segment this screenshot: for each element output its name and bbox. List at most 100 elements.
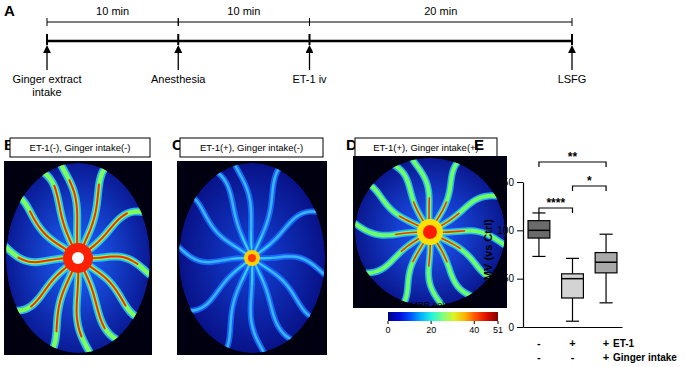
median (595, 261, 617, 263)
interval-end (572, 18, 573, 26)
timeline-tick (309, 34, 311, 45)
y-tick-label: 100 (497, 225, 514, 236)
color-tick-label: 51 (493, 325, 503, 335)
y-tick: 50 (503, 273, 523, 284)
optic-disc (417, 219, 443, 245)
interval-line (47, 22, 178, 23)
interval-line (310, 22, 573, 23)
flow-map-panel: DET-1(+), Ginger intake(+) (346, 136, 511, 312)
y-tick: 100 (497, 225, 523, 236)
y-tick-label: 50 (503, 273, 515, 284)
significance-label: **** (546, 196, 565, 210)
caption-box (180, 138, 323, 157)
y-tick-label: 150 (497, 177, 514, 188)
y-tick-mark (517, 327, 523, 328)
color-tick (498, 321, 499, 324)
x-axis (524, 327, 623, 328)
interval-label: 10 min (227, 5, 260, 17)
factor-level: - (571, 351, 575, 363)
caption: ET-1(+), Ginger intake(+) (373, 142, 479, 153)
vessel (252, 258, 317, 319)
whisker (605, 273, 606, 303)
box (528, 221, 550, 238)
interval-end (47, 18, 48, 26)
y-tick-label: 0 (508, 322, 514, 333)
vessel (77, 258, 95, 361)
significance-label: * (587, 174, 592, 188)
color-tick-label: 20 (426, 325, 436, 335)
caption: ET-1(-), Ginger intake(-) (30, 142, 131, 153)
whisker-cap (600, 302, 613, 303)
vessel (251, 258, 269, 361)
panel-letter: E (474, 136, 484, 153)
y-axis: 0 50 100 150 (497, 177, 523, 333)
caption: ET-1(+), Ginger intake(-) (200, 142, 303, 153)
box (562, 274, 584, 298)
interval-line (178, 22, 309, 23)
y-tick-mark (517, 279, 523, 280)
whisker-cap (600, 234, 613, 235)
event-arrow (571, 49, 572, 70)
factor-level: + (569, 337, 575, 349)
interval-end (178, 18, 179, 26)
box-plot-panel: E050100150%MV (vs Ctrl)*******-++ET-1--+… (474, 136, 677, 363)
vessel (252, 258, 317, 319)
vessel (251, 258, 269, 361)
event-label: intake (32, 86, 61, 98)
interval-end (309, 18, 310, 26)
timeline-tick (46, 34, 48, 45)
event-label: ET-1 iv (292, 73, 327, 85)
event-arrow (309, 49, 310, 70)
vessel (188, 194, 252, 258)
vessel (211, 168, 252, 258)
event-label: Anesthesia (151, 73, 206, 85)
factor-level: + (603, 351, 609, 363)
whisker (538, 238, 539, 256)
median (528, 230, 550, 232)
flow-map (348, 153, 511, 312)
vessel (211, 168, 252, 258)
whisker (605, 234, 606, 252)
x-axis-line (524, 327, 623, 328)
figure: AGinger extractintakeAnesthesiaET-1 ivLS… (0, 0, 685, 367)
vessel (252, 258, 299, 343)
median (562, 278, 584, 280)
optic-disc-center (72, 252, 84, 264)
y-tick: 0 (508, 322, 523, 333)
whisker-cap (566, 321, 579, 322)
caption-box (10, 138, 150, 157)
color-tick-label: 0 (385, 325, 390, 335)
optic-disc (63, 243, 93, 273)
y-axis-title: %MV (vs Ctrl) (482, 219, 494, 290)
factor-name: ET-1 (613, 338, 635, 349)
plot-area (528, 213, 617, 321)
box (595, 253, 617, 273)
color-tick (388, 321, 389, 324)
factor-level: + (603, 337, 609, 349)
whisker (538, 213, 539, 221)
whisker-cap (566, 258, 579, 259)
factor-level: - (537, 337, 541, 349)
color-scale: MBR color scale0204051 (385, 300, 503, 335)
optic-disc (244, 250, 260, 266)
event-label: LSFG (558, 73, 587, 85)
factor-name: Ginger intake (613, 352, 677, 363)
color-tick (474, 321, 475, 324)
vessel (182, 258, 252, 311)
flow-map (0, 157, 156, 361)
whisker (572, 298, 573, 321)
flow-map-panel: CET-1(+), Ginger intake(-) (172, 136, 331, 361)
vessel (252, 211, 325, 258)
whisker (572, 258, 573, 273)
optic-disc-center (248, 254, 256, 262)
interval-end (309, 18, 310, 26)
factor-level: - (537, 351, 541, 363)
color-scale-title: MBR color scale (410, 300, 476, 310)
timeline-panel: AGinger extractintakeAnesthesiaET-1 ivLS… (4, 2, 586, 98)
vessel (252, 258, 299, 343)
event-label: Ginger extract (12, 73, 81, 85)
color-tick (431, 321, 432, 324)
interval-label: 10 min (96, 5, 129, 17)
vessel (252, 211, 325, 258)
event-arrow (46, 49, 47, 70)
